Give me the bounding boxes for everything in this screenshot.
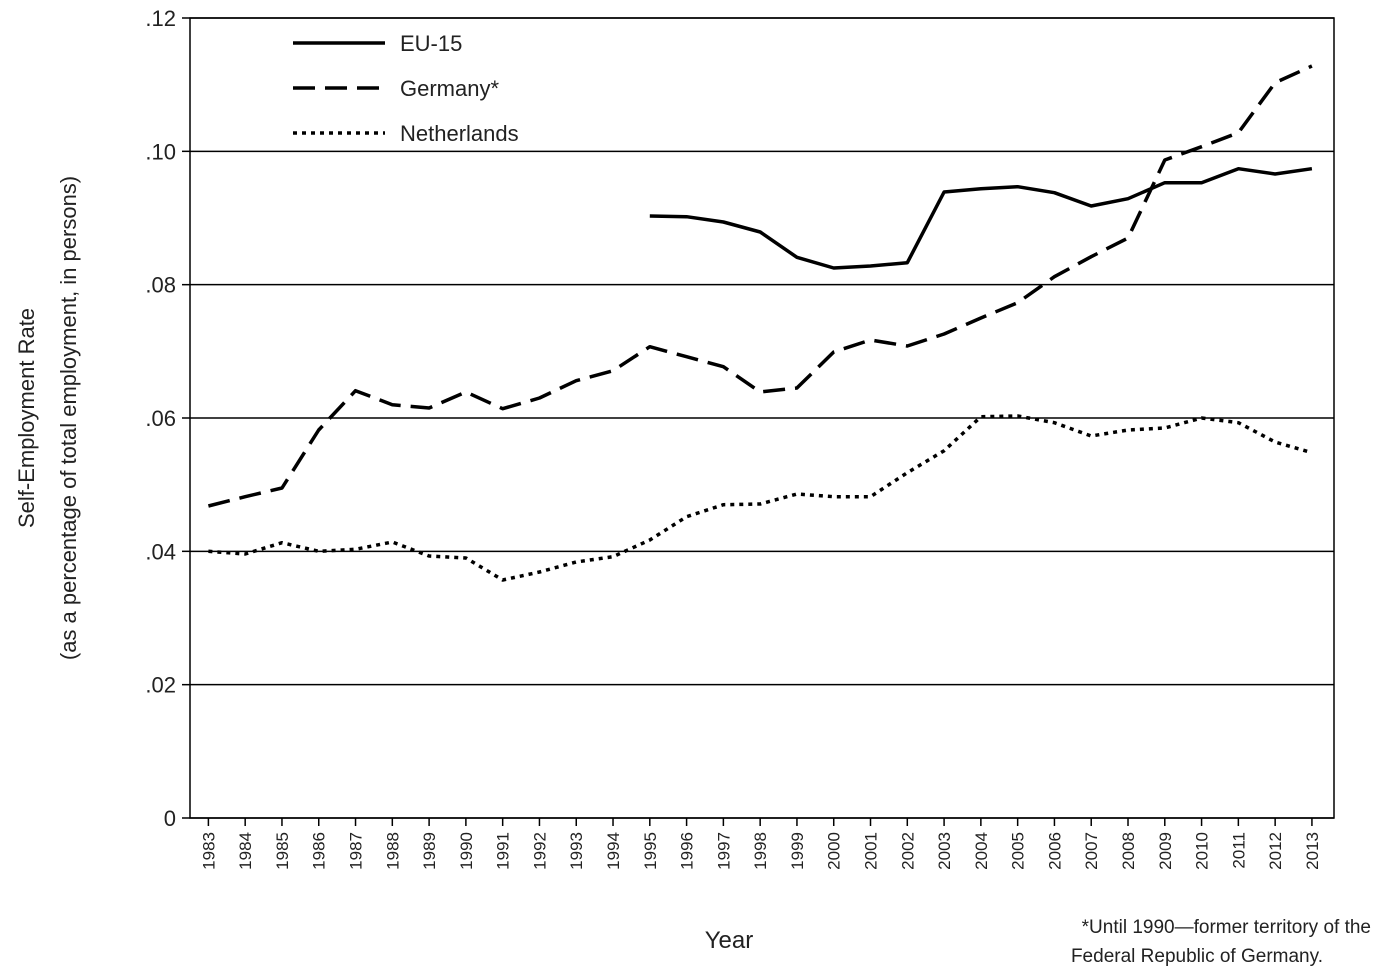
series-line [649, 166, 1313, 270]
x-tick-label: 1984 [236, 832, 255, 870]
x-tick-label: 2007 [1082, 832, 1101, 870]
x-tick-label: 1992 [530, 832, 549, 870]
x-tick-label: 1993 [567, 832, 586, 870]
x-axis-label: Year [705, 927, 754, 954]
legend-label: Germany* [400, 76, 499, 101]
x-tick-label: 2004 [972, 832, 991, 870]
x-tick-label: 1998 [751, 832, 770, 870]
x-tick-label: 2011 [1229, 832, 1248, 869]
x-tick-label: 2009 [1156, 832, 1175, 870]
footnote: Federal Republic of Germany. [1071, 946, 1323, 967]
x-tick-label: 2013 [1303, 832, 1322, 870]
y-axis-label: (as a percentage of total employment, in… [56, 176, 81, 660]
x-tick-label: 1988 [383, 832, 402, 870]
y-tick-label: .08 [145, 273, 176, 298]
x-tick-label: 1994 [604, 832, 623, 870]
x-tick-label: 2003 [935, 832, 954, 870]
x-tick-label: 2005 [1009, 832, 1028, 870]
y-axis-label: Self-Employment Rate [14, 308, 39, 528]
series-line [207, 64, 1313, 508]
y-tick-label: .10 [145, 139, 176, 164]
x-tick-label: 2001 [862, 832, 881, 870]
series-line [208, 414, 1313, 582]
x-tick-label: 2008 [1119, 832, 1138, 870]
x-tick-label: 1997 [714, 832, 733, 870]
x-tick-label: 1985 [273, 832, 292, 870]
y-tick-label: .04 [145, 539, 176, 564]
x-tick-label: 2006 [1045, 832, 1064, 870]
x-tick-label: 1989 [420, 832, 439, 870]
x-tick-label: 2012 [1266, 832, 1285, 870]
y-tick-label: .06 [145, 406, 176, 431]
x-tick-label: 1986 [310, 832, 329, 870]
x-tick-label: 2000 [825, 832, 844, 870]
footnote: *Until 1990—former territory of the [1082, 917, 1371, 938]
legend-label: EU-15 [400, 31, 462, 56]
y-tick-label: .12 [145, 6, 176, 31]
x-tick-label: 1990 [457, 832, 476, 870]
legend-label: Netherlands [400, 121, 519, 146]
x-tick-label: 2010 [1193, 832, 1212, 870]
y-tick-label: 0 [164, 806, 176, 831]
x-tick-label: 1983 [199, 832, 218, 870]
x-tick-label: 1987 [347, 832, 366, 870]
x-tick-label: 1999 [788, 832, 807, 870]
x-tick-label: 1991 [494, 832, 513, 870]
y-tick-label: .02 [145, 673, 176, 698]
x-tick-label: 2002 [898, 832, 917, 870]
x-tick-label: 1996 [678, 832, 697, 870]
x-tick-label: 1995 [641, 832, 660, 870]
